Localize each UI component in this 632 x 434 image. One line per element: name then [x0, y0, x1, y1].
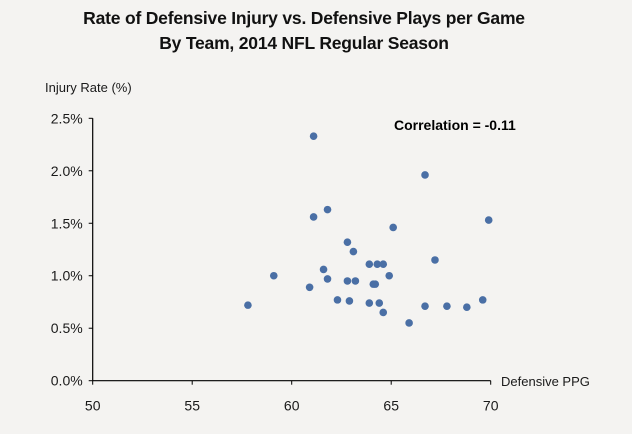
data-point	[349, 247, 358, 256]
data-point	[365, 260, 374, 268]
data-point	[373, 260, 382, 268]
axes: 0.0% 0.5% 1.0% 1.5% 2.0% 2.5% 50 55 60 65 70	[51, 110, 499, 413]
data-point	[405, 319, 413, 327]
data-point	[389, 223, 397, 232]
data-point	[323, 275, 332, 283]
data-point	[421, 302, 429, 310]
y-tick-label: 0.0%	[51, 373, 83, 389]
data-point	[343, 238, 352, 246]
data-point	[443, 302, 451, 310]
data-point	[269, 271, 278, 280]
data-point	[385, 271, 394, 280]
y-axis-title: Injury Rate (%)	[45, 80, 132, 95]
y-tick-label: 2.0%	[51, 163, 83, 179]
data-point	[375, 299, 384, 307]
y-tick-label: 1.5%	[51, 215, 83, 231]
correlation-annotation: Correlation = -0.11	[394, 117, 516, 133]
data-point	[421, 171, 429, 179]
data-point	[351, 277, 360, 285]
data-point	[323, 205, 332, 214]
data-point	[484, 216, 493, 224]
data-point	[431, 256, 439, 264]
data-point	[319, 265, 328, 274]
x-tick-label: 65	[383, 398, 399, 414]
x-tick-label: 70	[483, 398, 499, 414]
x-tick-label: 55	[184, 398, 200, 414]
x-tick-label: 60	[284, 398, 300, 414]
chart-subtitle: By Team, 2014 NFL Regular Season	[159, 33, 449, 53]
data-point	[333, 296, 342, 304]
data-point	[478, 296, 487, 304]
chart-title: Rate of Defensive Injury vs. Defensive P…	[83, 8, 525, 28]
data-point	[309, 132, 318, 140]
x-axis-title: Defensive PPG	[501, 374, 590, 389]
data-point	[244, 301, 252, 309]
data-point	[365, 299, 374, 307]
data-point	[463, 303, 471, 312]
data-point	[305, 283, 314, 292]
y-tick-label: 2.5%	[51, 110, 83, 126]
data-point	[345, 297, 354, 305]
data-point	[379, 308, 388, 317]
x-tick-label: 50	[85, 398, 101, 414]
data-point	[309, 213, 318, 221]
data-point	[379, 260, 388, 268]
data-point	[371, 280, 380, 288]
y-tick-label: 0.5%	[51, 320, 83, 336]
y-tick-label: 1.0%	[51, 268, 83, 284]
data-points	[244, 132, 493, 327]
data-point	[343, 277, 352, 285]
